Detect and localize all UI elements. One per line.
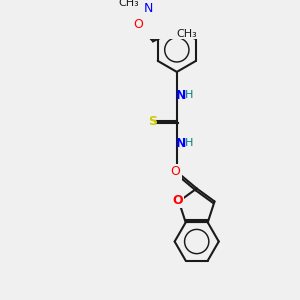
Text: H: H [185,138,194,148]
Text: CH₃: CH₃ [118,0,139,8]
Text: O: O [172,194,183,207]
Text: CH₃: CH₃ [176,28,196,39]
Text: N: N [176,89,186,102]
Text: N: N [143,2,153,15]
Text: N: N [176,137,186,150]
Text: H: H [185,90,194,100]
Text: O: O [171,165,181,178]
Text: O: O [133,18,143,31]
Text: S: S [148,115,157,128]
